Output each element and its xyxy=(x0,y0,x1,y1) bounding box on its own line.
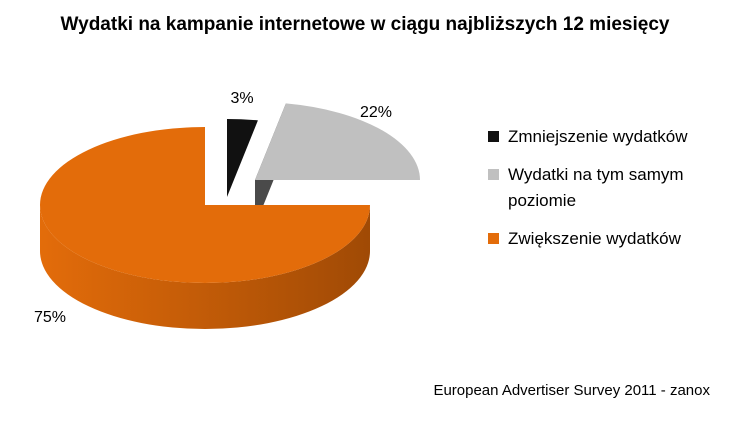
slice-side-increase xyxy=(40,205,370,329)
legend-label-same: Wydatki na tym samym poziomie xyxy=(508,165,684,210)
legend-swatch-same xyxy=(488,169,499,180)
value-label-decrease: 3% xyxy=(230,90,253,107)
slice-top-same xyxy=(255,103,420,180)
slice-top-decrease xyxy=(227,119,258,197)
legend-label-decrease: Zmniejszenie wydatków xyxy=(508,127,688,146)
legend-item-increase: Zwiększenie wydatków xyxy=(488,226,720,252)
value-label-same: 22% xyxy=(360,104,392,121)
legend-swatch-increase xyxy=(488,233,499,244)
value-label-increase: 75% xyxy=(34,309,66,326)
legend-label-increase: Zwiększenie wydatków xyxy=(508,229,681,248)
legend: Zmniejszenie wydatków Wydatki na tym sam… xyxy=(488,124,720,264)
legend-swatch-decrease xyxy=(488,131,499,142)
slice-top-increase xyxy=(40,127,370,283)
legend-item-same: Wydatki na tym samym poziomie xyxy=(488,162,720,214)
source-note: European Advertiser Survey 2011 - zanox xyxy=(433,382,710,399)
chart-title: Wydatki na kampanie internetowe w ciągu … xyxy=(60,14,670,35)
legend-item-decrease: Zmniejszenie wydatków xyxy=(488,124,720,150)
